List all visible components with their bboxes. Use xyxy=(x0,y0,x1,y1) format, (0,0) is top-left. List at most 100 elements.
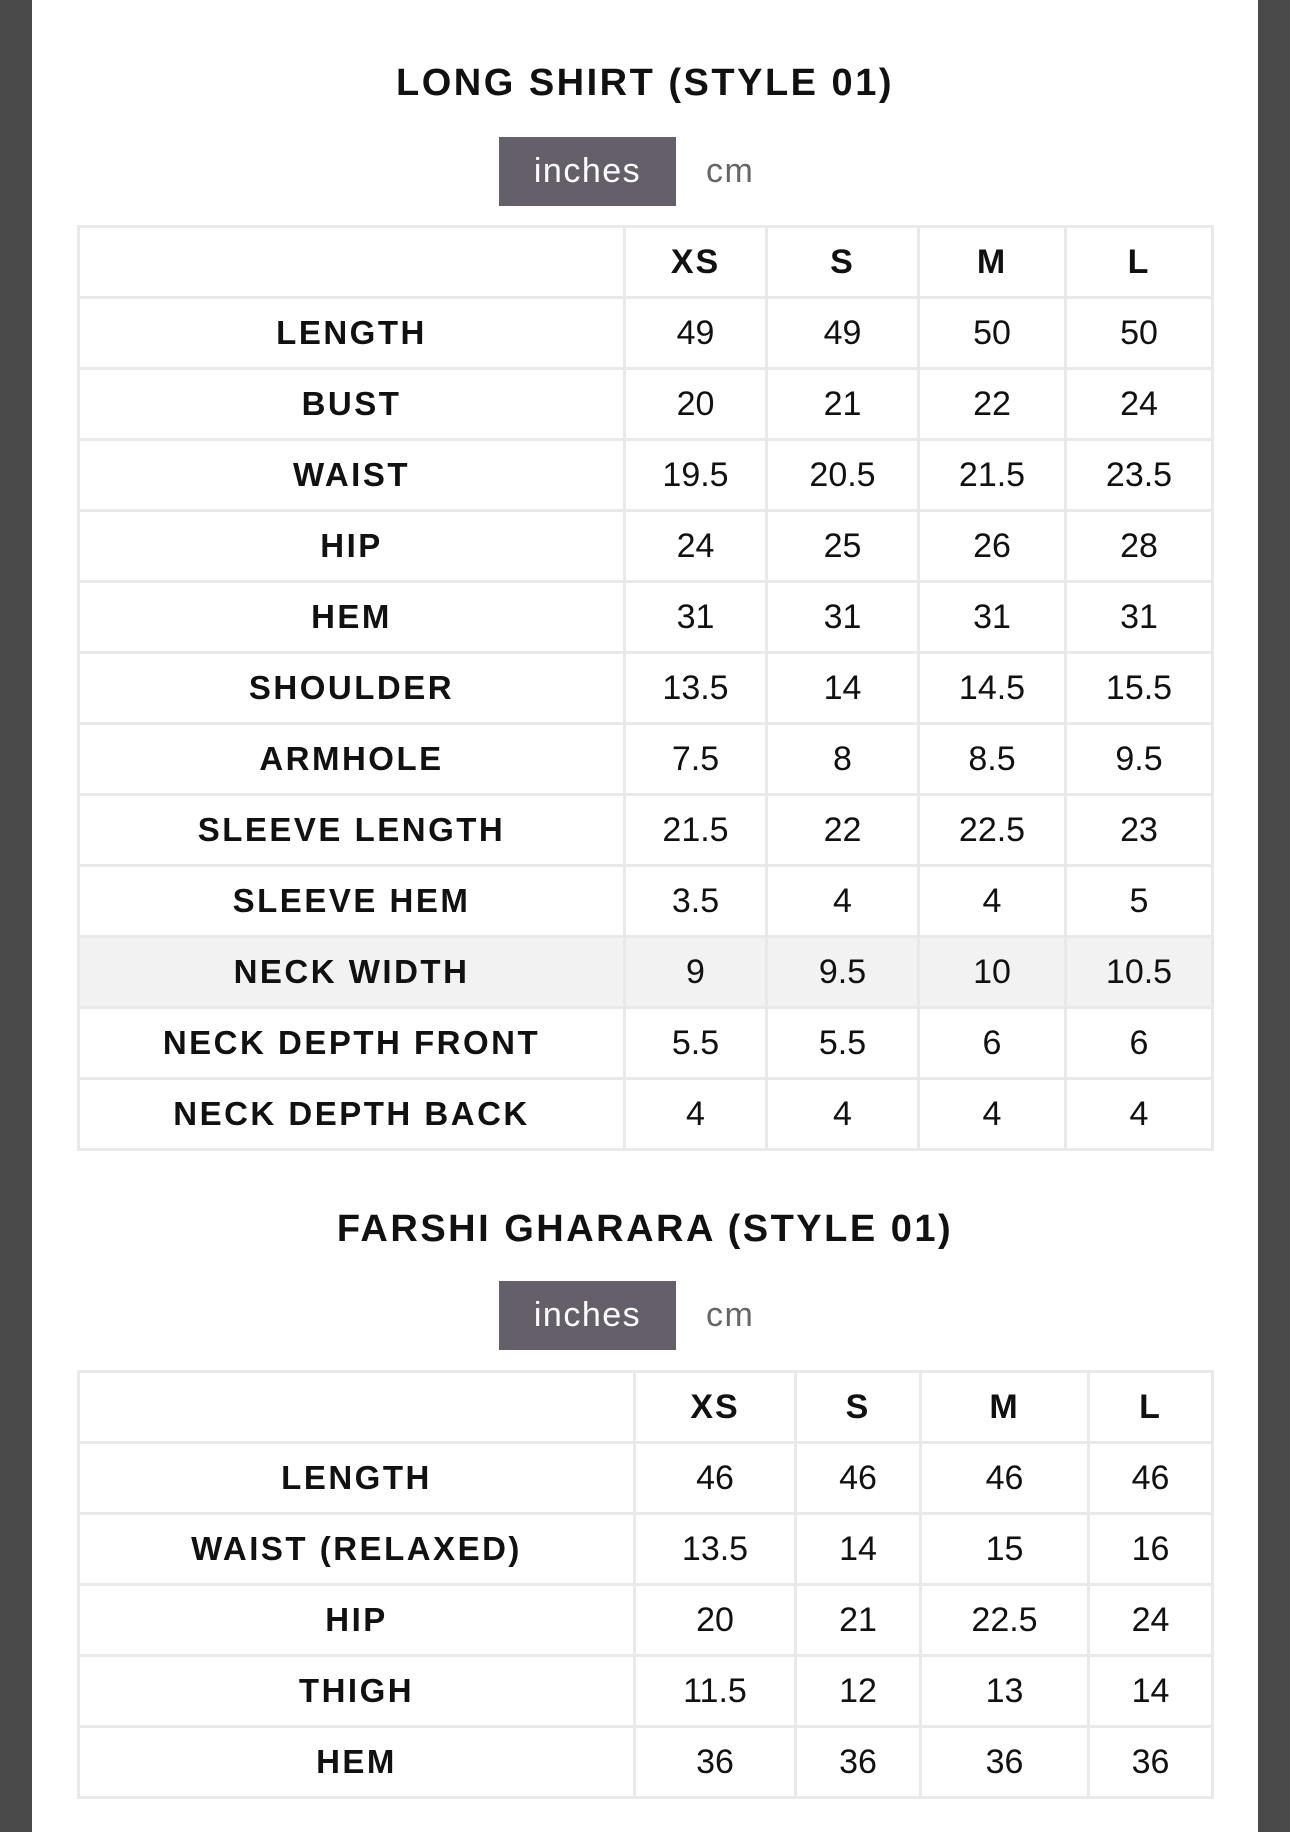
measurement-value: 9.5 xyxy=(1067,725,1211,793)
table-header-row: XS S M L xyxy=(80,228,1211,296)
measurement-value: 13.5 xyxy=(626,654,765,722)
measurement-value: 21.5 xyxy=(920,441,1064,509)
measurement-value: 7.5 xyxy=(626,725,765,793)
measurement-label: THIGH xyxy=(80,1657,633,1725)
header-empty-cell xyxy=(80,1373,633,1441)
measurement-value: 5.5 xyxy=(768,1009,917,1077)
measurement-value: 4 xyxy=(1067,1080,1211,1148)
table-header-row: XS S M L xyxy=(80,1373,1211,1441)
measurement-value: 12 xyxy=(797,1657,919,1725)
table-row: SLEEVE LENGTH 21.5 22 22.5 23 xyxy=(80,796,1211,864)
table-row: LENGTH 49 49 50 50 xyxy=(80,299,1211,367)
measurement-label: WAIST xyxy=(80,441,623,509)
measurement-value: 24 xyxy=(1067,370,1211,438)
table-row: HEM 31 31 31 31 xyxy=(80,583,1211,651)
measurement-value: 21.5 xyxy=(626,796,765,864)
measurement-label: HIP xyxy=(80,512,623,580)
size-header-l: L xyxy=(1090,1373,1211,1441)
table-row: HIP 20 21 22.5 24 xyxy=(80,1586,1211,1654)
measurement-value: 19.5 xyxy=(626,441,765,509)
measurement-label: HEM xyxy=(80,583,623,651)
measurement-value: 3.5 xyxy=(626,867,765,935)
measurement-value: 10 xyxy=(920,938,1064,1006)
measurement-label: HEM xyxy=(80,1728,633,1796)
measurement-label: LENGTH xyxy=(80,1444,633,1512)
measurement-label: WAIST (RELAXED) xyxy=(80,1515,633,1583)
header-empty-cell xyxy=(80,228,623,296)
measurement-value: 6 xyxy=(920,1009,1064,1077)
size-header-m: M xyxy=(920,228,1064,296)
measurement-value: 8 xyxy=(768,725,917,793)
measurement-value: 13.5 xyxy=(636,1515,794,1583)
measurement-value: 11.5 xyxy=(636,1657,794,1725)
measurement-value: 21 xyxy=(797,1586,919,1654)
unit-cm-button[interactable]: cm xyxy=(706,152,755,190)
measurement-value: 20 xyxy=(636,1586,794,1654)
table-row: THIGH 11.5 12 13 14 xyxy=(80,1657,1211,1725)
measurement-label: SLEEVE HEM xyxy=(80,867,623,935)
table-row: SHOULDER 13.5 14 14.5 15.5 xyxy=(80,654,1211,722)
measurement-value: 31 xyxy=(1067,583,1211,651)
measurement-value: 49 xyxy=(768,299,917,367)
measurement-label: SHOULDER xyxy=(80,654,623,722)
section-title: LONG SHIRT (STYLE 01) xyxy=(396,62,894,104)
measurement-value: 20.5 xyxy=(768,441,917,509)
measurement-value: 31 xyxy=(920,583,1064,651)
measurement-value: 22 xyxy=(920,370,1064,438)
measurement-value: 9.5 xyxy=(768,938,917,1006)
measurement-value: 31 xyxy=(768,583,917,651)
measurement-value: 4 xyxy=(768,1080,917,1148)
measurement-value: 16 xyxy=(1090,1515,1211,1583)
measurement-value: 15.5 xyxy=(1067,654,1211,722)
unit-inches-button[interactable]: inches xyxy=(499,1281,676,1350)
size-table-farshi-gharara: XS S M L LENGTH 46 46 46 46 WAIST (RELAXED) 13.5 14… xyxy=(77,1370,1214,1799)
measurement-value: 25 xyxy=(768,512,917,580)
size-table-long-shirt: XS S M L LENGTH 49 49 50 50 BUST 20 21 22 24 WAIST 19.5… xyxy=(77,225,1214,1151)
unit-cm-button[interactable]: cm xyxy=(706,1296,755,1334)
measurement-value: 23.5 xyxy=(1067,441,1211,509)
measurement-value: 23 xyxy=(1067,796,1211,864)
table-row: LENGTH 46 46 46 46 xyxy=(80,1444,1211,1512)
table-row: HIP 24 25 26 28 xyxy=(80,512,1211,580)
table-row: NECK WIDTH 9 9.5 10 10.5 xyxy=(80,938,1211,1006)
size-header-m: M xyxy=(922,1373,1087,1441)
table-row: SLEEVE HEM 3.5 4 4 5 xyxy=(80,867,1211,935)
size-header-xs: XS xyxy=(636,1373,794,1441)
measurement-value: 31 xyxy=(626,583,765,651)
measurement-value: 13 xyxy=(922,1657,1087,1725)
size-header-l: L xyxy=(1067,228,1211,296)
measurement-value: 24 xyxy=(626,512,765,580)
size-header-xs: XS xyxy=(626,228,765,296)
measurement-label: BUST xyxy=(80,370,623,438)
unit-inches-button[interactable]: inches xyxy=(499,137,676,206)
table-row: NECK DEPTH BACK 4 4 4 4 xyxy=(80,1080,1211,1148)
measurement-label: ARMHOLE xyxy=(80,725,623,793)
measurement-label: NECK DEPTH BACK xyxy=(80,1080,623,1148)
unit-toggle: inches cm xyxy=(499,1281,754,1350)
measurement-value: 4 xyxy=(626,1080,765,1148)
measurement-label: LENGTH xyxy=(80,299,623,367)
measurement-value: 50 xyxy=(920,299,1064,367)
measurement-value: 6 xyxy=(1067,1009,1211,1077)
measurement-value: 15 xyxy=(922,1515,1087,1583)
table-row: BUST 20 21 22 24 xyxy=(80,370,1211,438)
measurement-value: 46 xyxy=(922,1444,1087,1512)
measurement-value: 36 xyxy=(1090,1728,1211,1796)
measurement-value: 14.5 xyxy=(920,654,1064,722)
measurement-value: 28 xyxy=(1067,512,1211,580)
measurement-value: 49 xyxy=(626,299,765,367)
measurement-value: 4 xyxy=(920,867,1064,935)
measurement-value: 50 xyxy=(1067,299,1211,367)
measurement-value: 4 xyxy=(768,867,917,935)
measurement-value: 20 xyxy=(626,370,765,438)
measurement-value: 36 xyxy=(636,1728,794,1796)
table-row: WAIST 19.5 20.5 21.5 23.5 xyxy=(80,441,1211,509)
measurement-value: 36 xyxy=(797,1728,919,1796)
measurement-value: 22.5 xyxy=(922,1586,1087,1654)
measurement-value: 46 xyxy=(636,1444,794,1512)
measurement-value: 14 xyxy=(797,1515,919,1583)
measurement-value: 14 xyxy=(1090,1657,1211,1725)
table-row: HEM 36 36 36 36 xyxy=(80,1728,1211,1796)
measurement-value: 8.5 xyxy=(920,725,1064,793)
measurement-label: NECK DEPTH FRONT xyxy=(80,1009,623,1077)
